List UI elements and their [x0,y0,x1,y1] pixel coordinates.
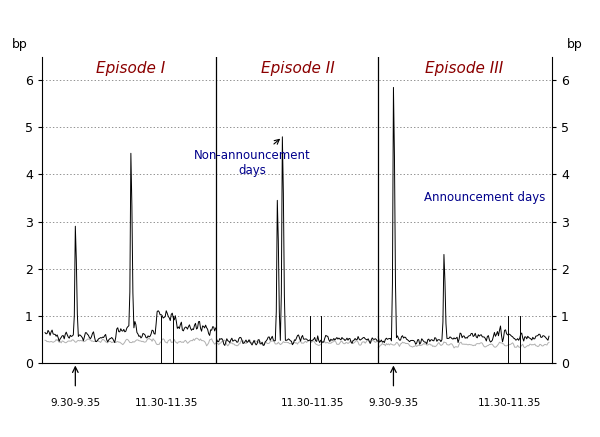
Text: 9.30-9.35: 9.30-9.35 [50,398,100,408]
Text: 11.30-11.35: 11.30-11.35 [281,398,344,408]
Text: Non-announcement
days: Non-announcement days [194,139,310,177]
Text: Episode II: Episode II [260,61,334,76]
Text: bp: bp [11,38,27,51]
Text: Announcement days: Announcement days [424,191,545,205]
Text: Episode I: Episode I [96,61,166,76]
Text: 11.30-11.35: 11.30-11.35 [134,398,198,408]
Text: 9.30-9.35: 9.30-9.35 [368,398,419,408]
Text: bp: bp [567,38,583,51]
Text: 11.30-11.35: 11.30-11.35 [478,398,541,408]
Text: Episode III: Episode III [425,61,503,76]
